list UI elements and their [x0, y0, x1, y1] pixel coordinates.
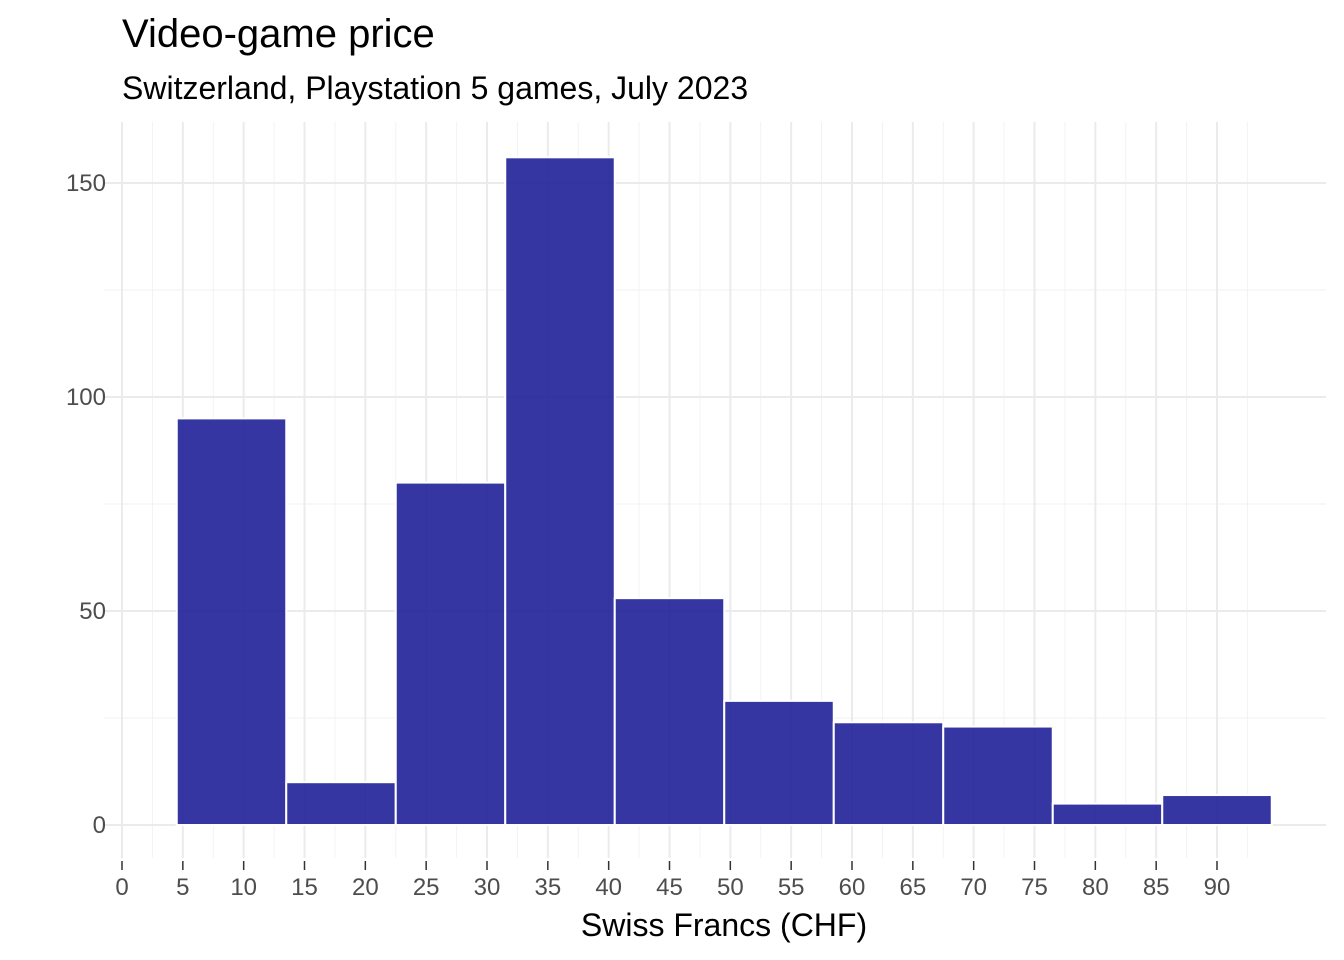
chart-subtitle: Switzerland, Playstation 5 games, July 2… — [122, 70, 749, 106]
x-tick-label: 85 — [1143, 874, 1170, 901]
histogram-bar-3 — [394, 481, 507, 826]
x-tick-label: 90 — [1204, 874, 1231, 901]
x-tick-label: 35 — [534, 874, 561, 901]
x-tick-label: 25 — [413, 874, 440, 901]
x-axis-title: Swiss Francs (CHF) — [581, 907, 867, 943]
y-tick-label: 0 — [93, 812, 106, 839]
x-tick-label: 75 — [1021, 874, 1048, 901]
histogram-bar-5 — [613, 597, 726, 826]
x-tick-label: 60 — [839, 874, 866, 901]
x-tick-label: 30 — [474, 874, 501, 901]
y-tick-label: 150 — [66, 170, 106, 197]
chart-title: Video-game price — [122, 12, 435, 56]
x-tick-label: 0 — [115, 874, 128, 901]
histogram-bar-8 — [942, 725, 1054, 826]
histogram-bar-1 — [175, 417, 288, 826]
histogram-bar-9 — [1051, 802, 1164, 826]
x-tick-label: 10 — [230, 874, 257, 901]
histogram-bar-2 — [285, 781, 397, 827]
y-tick-label: 50 — [79, 598, 106, 625]
histogram-bar-7 — [832, 721, 945, 827]
histogram-bars — [175, 156, 1273, 827]
x-tick-label: 65 — [899, 874, 926, 901]
histogram-bar-6 — [723, 699, 835, 827]
x-tick-label: 70 — [960, 874, 987, 901]
x-tick-label: 45 — [656, 874, 683, 901]
x-axis-ticks: 0 5 10 15 20 25 30 35 40 45 50 55 60 65 70 75 80 85 90 — [115, 861, 1230, 901]
x-tick-label: 40 — [595, 874, 622, 901]
x-tick-label: 80 — [1082, 874, 1109, 901]
x-tick-label: 5 — [176, 874, 189, 901]
histogram-bar-10 — [1161, 794, 1273, 826]
x-tick-label: 15 — [291, 874, 318, 901]
x-tick-label: 20 — [352, 874, 379, 901]
x-tick-label: 55 — [778, 874, 805, 901]
histogram-bar-4 — [504, 156, 616, 826]
x-tick-label: 50 — [717, 874, 744, 901]
y-axis-ticks: 0 50 100 150 — [66, 170, 106, 839]
y-tick-label: 100 — [66, 384, 106, 411]
